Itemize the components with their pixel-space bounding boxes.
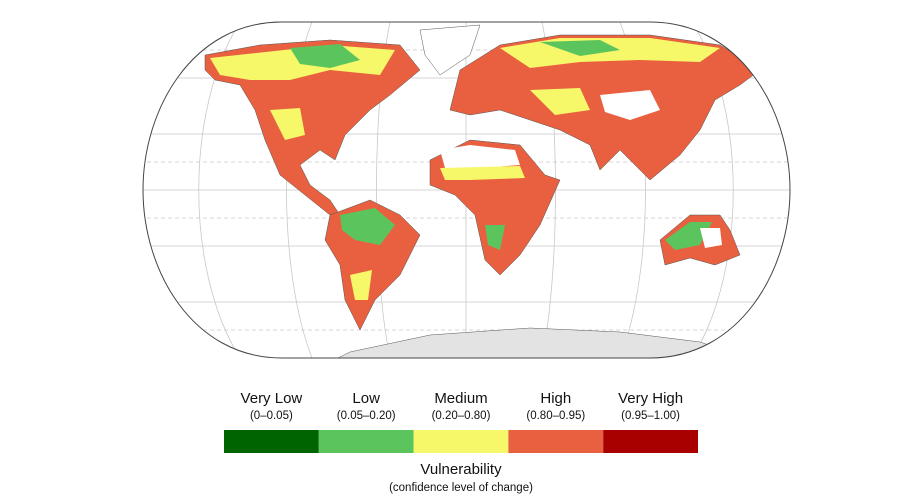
legend-label: High	[540, 390, 571, 407]
map	[142, 21, 791, 359]
legend-range: (0.05–0.20)	[337, 410, 396, 422]
legend-title: Vulnerability	[420, 461, 502, 478]
map-content	[143, 22, 790, 358]
legend-range: (0.95–1.00)	[621, 410, 680, 422]
legend-range: (0–0.05)	[250, 410, 293, 422]
legend-swatch	[413, 430, 509, 453]
legend-label: Very High	[618, 390, 683, 407]
map-border	[142, 21, 791, 359]
legend-range: (0.80–0.95)	[526, 410, 585, 422]
legend-swatch	[224, 430, 319, 453]
greenland	[419, 24, 481, 76]
legend-swatch	[318, 430, 414, 453]
legend-label: Low	[352, 390, 380, 407]
legend-swatch	[603, 430, 698, 453]
legend-label: Very Low	[241, 390, 303, 407]
land	[204, 24, 761, 358]
legend-range: (0.20–0.80)	[432, 410, 491, 422]
legend-swatch	[508, 430, 604, 453]
antarctica	[329, 327, 761, 358]
legend-subtitle: (confidence level of change)	[389, 482, 533, 494]
north-america	[204, 39, 421, 216]
legend: Vulnerability (confidence level of chang…	[224, 390, 698, 494]
legend-label: Medium	[434, 390, 487, 407]
